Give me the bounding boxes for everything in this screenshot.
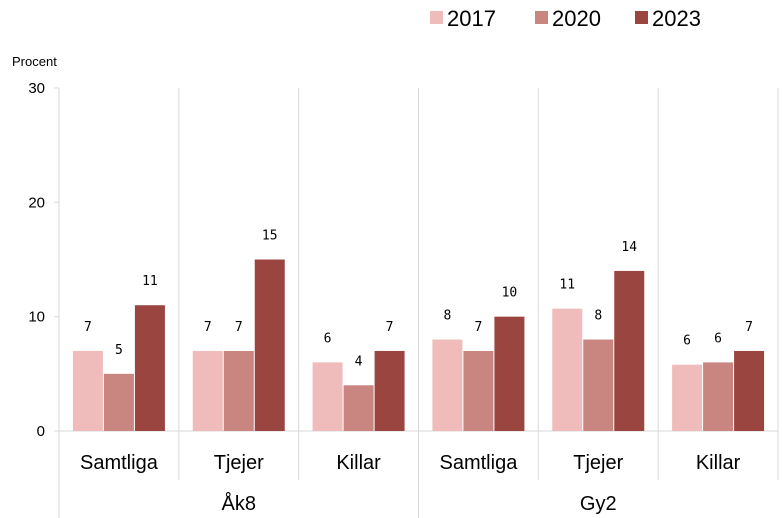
- category-labels: Samtliga Tjejer Killar Samtliga Tjejer Killar…: [80, 452, 741, 515]
- bar-2020: [703, 362, 734, 431]
- bar-2017: [672, 364, 703, 431]
- bar-2017: [552, 308, 583, 431]
- category-label: Tjejer: [214, 452, 264, 474]
- data-label: 4: [355, 354, 363, 369]
- data-labels: 7 5 11 7 7 15 6 4 7 8 7 10 11 8 14 6 6 7: [84, 229, 753, 370]
- bar-2017: [72, 350, 103, 431]
- data-label: 5: [115, 343, 123, 358]
- bar-2017: [432, 339, 463, 431]
- data-label: 7: [386, 320, 394, 335]
- data-label: 11: [559, 278, 575, 293]
- bar-2020: [583, 339, 614, 431]
- bar-2023: [374, 350, 405, 431]
- bar-2020: [463, 350, 494, 431]
- data-label: 10: [502, 286, 518, 301]
- legend: 2017 2020 2023: [430, 6, 701, 31]
- y-tick-label: 20: [28, 194, 45, 211]
- legend-swatch-2023: [635, 11, 648, 24]
- group-label: Gy2: [580, 493, 617, 515]
- group-label: Åk8: [222, 492, 256, 515]
- bar-2023: [254, 259, 285, 431]
- data-label: 6: [683, 334, 691, 349]
- legend-label: 2017: [447, 6, 496, 31]
- legend-label: 2023: [652, 6, 701, 31]
- category-label: Killar: [336, 452, 381, 474]
- bar-2020: [103, 373, 134, 431]
- data-label: 15: [262, 229, 278, 244]
- bar-2017: [312, 362, 343, 431]
- bar-2017: [192, 350, 223, 431]
- bar-2023: [494, 316, 525, 431]
- bar-2023: [614, 270, 645, 431]
- y-tick-label: 0: [37, 423, 45, 440]
- bar-2023: [734, 350, 765, 431]
- data-label: 7: [235, 320, 243, 335]
- bar-2020: [223, 350, 254, 431]
- data-label: 14: [621, 240, 637, 255]
- legend-label: 2020: [552, 6, 601, 31]
- y-axis-label: Procent: [12, 54, 57, 69]
- data-label: 7: [204, 320, 212, 335]
- category-label: Samtliga: [80, 452, 159, 474]
- data-label: 7: [745, 320, 753, 335]
- legend-swatch-2017: [430, 11, 443, 24]
- data-label: 11: [142, 274, 158, 289]
- data-label: 7: [84, 320, 92, 335]
- y-tick-label: 10: [28, 309, 45, 326]
- bar-2020: [343, 385, 374, 431]
- bars: [72, 259, 765, 431]
- bar-2023: [134, 305, 165, 431]
- category-label: Killar: [696, 452, 741, 474]
- category-label: Tjejer: [573, 452, 623, 474]
- axes: 0 10 20 30: [28, 80, 779, 518]
- y-tick-label: 30: [28, 80, 45, 97]
- data-label: 6: [324, 331, 332, 346]
- data-label: 8: [444, 309, 452, 324]
- data-label: 8: [594, 309, 602, 324]
- category-label: Samtliga: [440, 452, 519, 474]
- data-label: 6: [714, 331, 722, 346]
- legend-swatch-2020: [535, 11, 548, 24]
- data-label: 7: [475, 320, 483, 335]
